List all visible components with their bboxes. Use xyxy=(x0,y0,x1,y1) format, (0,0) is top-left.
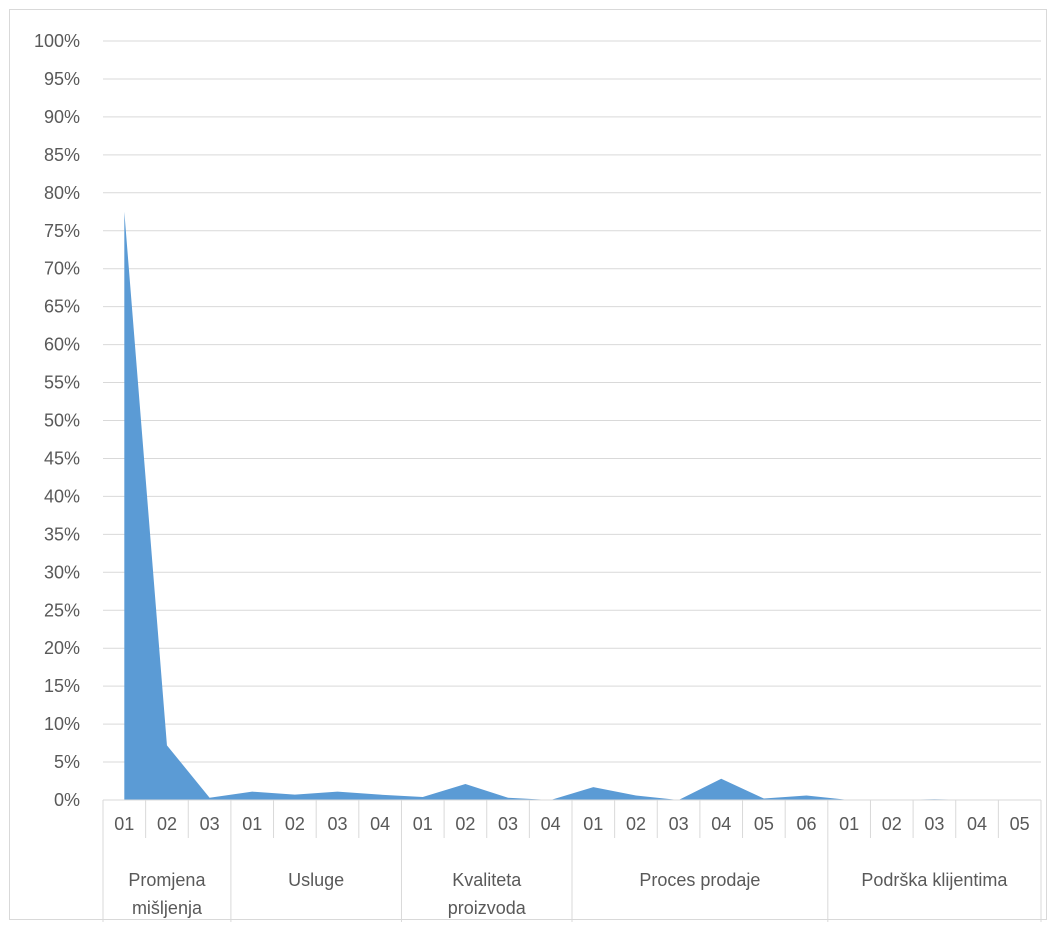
group-label: Proces prodaje xyxy=(639,870,760,890)
data-point xyxy=(463,782,467,786)
data-point xyxy=(208,796,212,800)
y-tick-label: 30% xyxy=(44,562,80,582)
data-point xyxy=(165,743,169,747)
category-label: 04 xyxy=(541,814,561,834)
data-point xyxy=(805,793,809,797)
category-label: 01 xyxy=(839,814,859,834)
category-label: 02 xyxy=(626,814,646,834)
group-label: proizvoda xyxy=(448,898,527,918)
y-tick-label: 45% xyxy=(44,448,80,468)
y-tick-label: 90% xyxy=(44,107,80,127)
category-label: 02 xyxy=(882,814,902,834)
category-label: 05 xyxy=(1010,814,1030,834)
data-point xyxy=(378,793,382,797)
data-point xyxy=(591,785,595,789)
category-label: 03 xyxy=(498,814,518,834)
y-tick-label: 70% xyxy=(44,259,80,279)
category-label: 03 xyxy=(200,814,220,834)
y-tick-label: 55% xyxy=(44,373,80,393)
data-point xyxy=(634,793,638,797)
y-tick-label: 80% xyxy=(44,183,80,203)
y-tick-label: 10% xyxy=(44,714,80,734)
y-tick-label: 40% xyxy=(44,486,80,506)
category-label: 04 xyxy=(967,814,987,834)
y-tick-label: 20% xyxy=(44,638,80,658)
y-tick-label: 5% xyxy=(54,752,80,772)
category-label: 01 xyxy=(114,814,134,834)
area-series xyxy=(124,211,1020,800)
category-label: 04 xyxy=(370,814,390,834)
y-tick-label: 35% xyxy=(44,524,80,544)
category-label: 02 xyxy=(285,814,305,834)
y-tick-label: 60% xyxy=(44,335,80,355)
y-tick-label: 50% xyxy=(44,411,80,431)
category-label: 01 xyxy=(242,814,262,834)
data-point xyxy=(122,210,126,214)
data-point xyxy=(336,790,340,794)
y-tick-label: 0% xyxy=(54,790,80,810)
y-tick-label: 85% xyxy=(44,145,80,165)
group-label: Usluge xyxy=(288,870,344,890)
y-tick-label: 95% xyxy=(44,69,80,89)
category-label: 03 xyxy=(924,814,944,834)
data-point xyxy=(250,790,254,794)
group-label: Kvaliteta xyxy=(452,870,522,890)
y-tick-label: 100% xyxy=(34,31,80,51)
category-label: 03 xyxy=(327,814,347,834)
group-label: Podrška klijentima xyxy=(861,870,1008,890)
y-tick-label: 65% xyxy=(44,297,80,317)
category-label: 03 xyxy=(669,814,689,834)
category-label: 02 xyxy=(157,814,177,834)
data-point xyxy=(421,795,425,799)
category-label: 04 xyxy=(711,814,731,834)
data-point xyxy=(719,777,723,781)
y-tick-label: 25% xyxy=(44,600,80,620)
category-label: 01 xyxy=(413,814,433,834)
category-label: 06 xyxy=(796,814,816,834)
group-label: mišljenja xyxy=(132,898,203,918)
y-tick-label: 75% xyxy=(44,221,80,241)
category-label: 01 xyxy=(583,814,603,834)
y-tick-label: 15% xyxy=(44,676,80,696)
data-point xyxy=(506,796,510,800)
data-point xyxy=(932,797,936,801)
category-label: 02 xyxy=(455,814,475,834)
category-label: 05 xyxy=(754,814,774,834)
group-label: Promjena xyxy=(128,870,206,890)
data-point xyxy=(293,793,297,797)
